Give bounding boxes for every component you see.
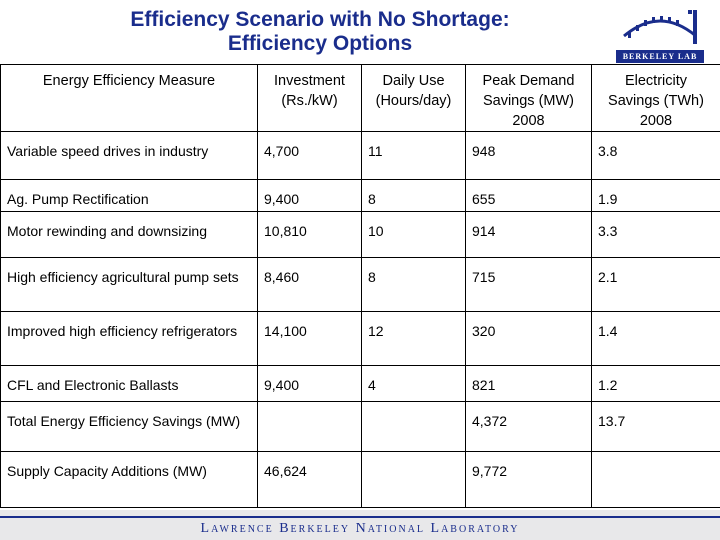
table-cell: 4 [361, 365, 466, 402]
table-cell: 9,400 [257, 179, 362, 212]
table-cell: 8 [361, 179, 466, 212]
table-cell: Variable speed drives in industry [0, 131, 258, 180]
title-line-2: Efficiency Options [227, 32, 413, 55]
table-cell: 2.1 [591, 257, 720, 312]
table-cell [591, 451, 720, 508]
table-cell: Total Energy Efficiency Savings (MW) [0, 401, 258, 452]
title-line-1: Efficiency Scenario with No Shortage: [130, 8, 510, 31]
table-cell: 46,624 [257, 451, 362, 508]
table-cell: CFL and Electronic Ballasts [0, 365, 258, 402]
table-cell: 655 [465, 179, 592, 212]
table-row: Improved high efficiency refrigerators 1… [0, 311, 720, 366]
table-cell: 1.9 [591, 179, 720, 212]
table-cell: Motor rewinding and downsizing [0, 211, 258, 258]
column-header: Energy Efficiency Measure [0, 64, 258, 132]
table-cell: 8 [361, 257, 466, 312]
column-header: Electricity Savings (TWh) 2008 [591, 64, 720, 132]
table-cell: 9,400 [257, 365, 362, 402]
table-cell: 9,772 [465, 451, 592, 508]
table-cell: Ag. Pump Rectification [0, 179, 258, 212]
footer-lab-name: Lawrence Berkeley National Laboratory [200, 521, 520, 536]
table-row: Total Energy Efficiency Savings (MW) 4,3… [0, 401, 720, 452]
table-cell: 1.4 [591, 311, 720, 366]
logo-text: BERKELEY LAB [616, 50, 704, 63]
table-cell: 715 [465, 257, 592, 312]
table-row: High efficiency agricultural pump sets 8… [0, 257, 720, 312]
table-cell: 10,810 [257, 211, 362, 258]
table-cell: 914 [465, 211, 592, 258]
table-cell: 13.7 [591, 401, 720, 452]
table-cell: 3.3 [591, 211, 720, 258]
footer-band [0, 510, 720, 540]
table-row: Variable speed drives in industry 4,700 … [0, 131, 720, 180]
table-row: Supply Capacity Additions (MW) 46,624 9,… [0, 451, 720, 508]
table-cell: 1.2 [591, 365, 720, 402]
table-cell [361, 451, 466, 508]
table-cell: Supply Capacity Additions (MW) [0, 451, 258, 508]
column-header: Investment (Rs./kW) [257, 64, 362, 132]
table-cell: 320 [465, 311, 592, 366]
table-cell: 821 [465, 365, 592, 402]
table-cell: 948 [465, 131, 592, 180]
column-header: Peak Demand Savings (MW) 2008 [465, 64, 592, 132]
table-cell [257, 401, 362, 452]
table-cell [361, 401, 466, 452]
table-cell: 3.8 [591, 131, 720, 180]
efficiency-table: Energy Efficiency Measure Investment (Rs… [0, 64, 720, 508]
berkeley-lab-logo-icon [623, 10, 697, 44]
table-row: Motor rewinding and downsizing 10,810 10… [0, 211, 720, 258]
table-cell: 12 [361, 311, 466, 366]
table-cell: 4,372 [465, 401, 592, 452]
column-header: Daily Use (Hours/day) [361, 64, 466, 132]
table-cell: High efficiency agricultural pump sets [0, 257, 258, 312]
table-cell: Improved high efficiency refrigerators [0, 311, 258, 366]
table-cell: 14,100 [257, 311, 362, 366]
table-cell: 8,460 [257, 257, 362, 312]
table-row: CFL and Electronic Ballasts 9,400 4 821 … [0, 365, 720, 402]
footer-divider [0, 516, 720, 518]
berkeley-lab-logo: BERKELEY LAB [616, 6, 704, 66]
table-cell: 10 [361, 211, 466, 258]
table-cell: 11 [361, 131, 466, 180]
table-header-row: Energy Efficiency Measure Investment (Rs… [0, 64, 720, 132]
page-title: Efficiency Scenario with No Shortage: Ef… [60, 8, 580, 56]
table-cell: 4,700 [257, 131, 362, 180]
table-row: Ag. Pump Rectification 9,400 8 655 1.9 [0, 179, 720, 212]
